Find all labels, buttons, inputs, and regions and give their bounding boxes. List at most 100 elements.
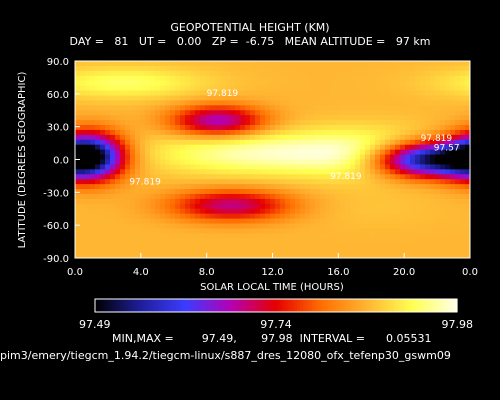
heatmap-cell <box>320 120 326 126</box>
heatmap-cell <box>330 179 336 185</box>
heatmap-cell <box>385 198 391 205</box>
heatmap-cell <box>140 193 146 200</box>
heatmap-cell <box>405 233 411 239</box>
heatmap-cell <box>260 169 266 175</box>
heatmap-cell <box>355 129 361 136</box>
heatmap-cell <box>115 100 121 106</box>
heatmap-cell <box>285 61 291 67</box>
heatmap-cell <box>310 105 316 111</box>
heatmap-cell <box>355 208 361 215</box>
heatmap-cell <box>350 70 356 77</box>
heatmap-cell <box>75 208 81 215</box>
heatmap-cell <box>85 110 91 116</box>
heatmap-cell <box>250 179 256 185</box>
heatmap-cell <box>140 70 146 77</box>
heatmap-cell <box>85 125 91 131</box>
heatmap-cell <box>290 193 296 200</box>
heatmap-cell <box>305 90 311 97</box>
heatmap-cell <box>75 70 81 77</box>
heatmap-cell <box>285 218 291 225</box>
heatmap-cell <box>325 125 331 131</box>
heatmap-cell <box>135 61 141 67</box>
heatmap-cell <box>90 110 96 116</box>
heatmap-cell <box>400 218 406 225</box>
heatmap-cell <box>145 139 151 146</box>
heatmap-cell <box>365 198 371 205</box>
heatmap-cell <box>370 105 376 111</box>
heatmap-cell <box>270 125 276 131</box>
heatmap-cell <box>425 233 431 239</box>
heatmap-cell <box>115 179 121 185</box>
heatmap-cell <box>155 110 161 116</box>
heatmap-cell <box>235 125 241 131</box>
heatmap-cell <box>225 85 231 92</box>
heatmap-cell <box>290 134 296 141</box>
heatmap-cell <box>150 129 156 136</box>
heatmap-cell <box>215 80 221 87</box>
heatmap-cell <box>360 120 366 126</box>
heatmap-cell <box>370 110 376 116</box>
heatmap-cell <box>165 139 171 146</box>
heatmap-cell <box>445 189 451 195</box>
min-max-interval: MIN,MAX = 97.49, 97.98 INTERVAL = 0.0553… <box>112 332 432 345</box>
heatmap-cell <box>355 169 361 175</box>
heatmap-cell <box>345 120 351 126</box>
heatmap-cell <box>460 164 466 170</box>
heatmap-cell <box>170 203 176 210</box>
heatmap-cell <box>180 218 186 225</box>
heatmap-cell <box>275 61 281 67</box>
heatmap-cell <box>330 80 336 87</box>
heatmap-cell <box>170 90 176 97</box>
heatmap-cell <box>460 115 466 121</box>
heatmap-cell <box>125 159 131 166</box>
heatmap-cell <box>405 248 411 254</box>
heatmap-cell <box>455 203 461 210</box>
heatmap-cell <box>325 203 331 210</box>
heatmap-cell <box>120 80 126 87</box>
heatmap-cell <box>90 95 96 101</box>
heatmap-cell <box>455 134 461 141</box>
heatmap-cell <box>125 243 131 249</box>
heatmap-cell <box>365 193 371 200</box>
heatmap-cell <box>250 203 256 210</box>
heatmap-cell <box>455 213 461 220</box>
heatmap-cell <box>245 213 251 220</box>
heatmap-cell <box>305 139 311 146</box>
heatmap-cell <box>430 233 436 239</box>
heatmap-cell <box>145 164 151 170</box>
heatmap-cell <box>145 144 151 151</box>
heatmap-cell <box>230 248 236 254</box>
heatmap-cell <box>460 154 466 161</box>
heatmap-cell <box>450 100 456 106</box>
heatmap-cell <box>430 243 436 249</box>
heatmap-cell <box>290 198 296 205</box>
heatmap-cell <box>380 208 386 215</box>
heatmap-cell <box>80 144 86 151</box>
heatmap-cell <box>205 149 211 156</box>
heatmap-cell <box>210 70 216 77</box>
heatmap-cell <box>420 193 426 200</box>
heatmap-cell <box>210 193 216 200</box>
heatmap-cell <box>215 243 221 249</box>
heatmap-cell <box>375 120 381 126</box>
heatmap-cell <box>420 238 426 244</box>
heatmap-cell <box>390 248 396 254</box>
heatmap-cell <box>100 90 106 97</box>
heatmap-cell <box>185 85 191 92</box>
heatmap-cell <box>235 223 241 230</box>
heatmap-cell <box>460 134 466 141</box>
heatmap-cell <box>310 154 316 161</box>
heatmap-cell <box>225 159 231 166</box>
heatmap-cell <box>210 139 216 146</box>
heatmap-cell <box>100 144 106 151</box>
heatmap-cell <box>100 238 106 244</box>
heatmap-cell <box>180 105 186 111</box>
heatmap-cell <box>170 169 176 175</box>
heatmap-cell <box>165 198 171 205</box>
heatmap-cell <box>300 90 306 97</box>
heatmap-cell <box>180 174 186 180</box>
heatmap-cell <box>160 70 166 77</box>
heatmap-cell <box>215 238 221 244</box>
heatmap-cell <box>380 134 386 141</box>
heatmap-cell <box>325 110 331 116</box>
